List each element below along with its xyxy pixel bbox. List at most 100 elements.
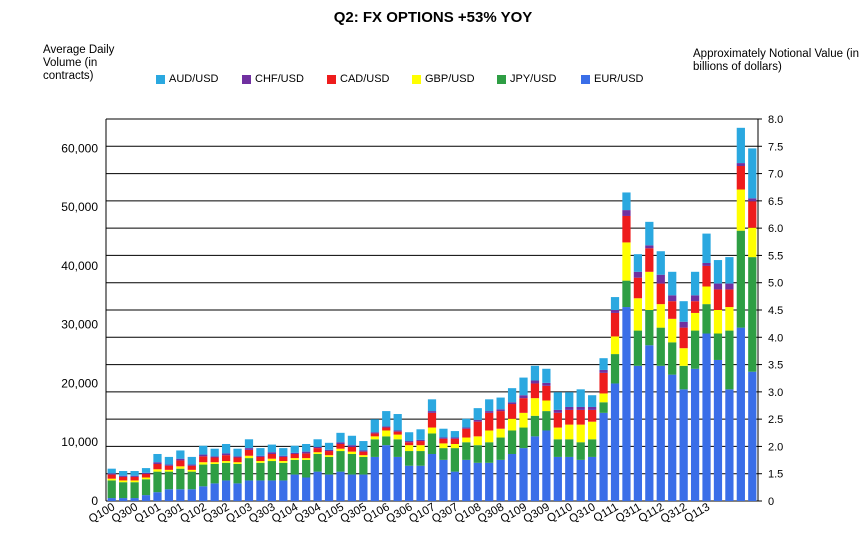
bar-segment-cad-usd bbox=[450, 438, 459, 444]
bar-segment-eur-usd bbox=[130, 498, 139, 501]
bar-segment-cad-usd bbox=[267, 453, 276, 459]
bar-segment-cad-usd bbox=[439, 438, 448, 444]
bar-segment-jpy-usd bbox=[244, 458, 254, 481]
bar-segment-chf-usd bbox=[485, 411, 494, 413]
bar-segment-eur-usd bbox=[370, 456, 379, 501]
bar-segment-eur-usd bbox=[565, 456, 574, 501]
bar-segment-cad-usd bbox=[153, 463, 162, 470]
bar-segment-jpy-usd bbox=[187, 471, 196, 490]
bar-segment-gbp-usd bbox=[290, 458, 299, 460]
bar-segment-gbp-usd bbox=[450, 443, 459, 449]
bar-segment-aud-usd bbox=[462, 418, 471, 428]
bar-segment-aud-usd bbox=[290, 445, 299, 453]
bar-segment-eur-usd bbox=[496, 459, 505, 501]
y2-tick-label: 5.5 bbox=[768, 250, 783, 262]
bar-segment-cad-usd bbox=[690, 301, 700, 313]
bar-segment-jpy-usd bbox=[176, 468, 185, 490]
bar-segment-eur-usd bbox=[279, 480, 288, 501]
bar-segment-gbp-usd bbox=[164, 469, 174, 472]
bar-segment-eur-usd bbox=[164, 489, 174, 501]
bar-segment-eur-usd bbox=[313, 471, 322, 501]
bar-segment-gbp-usd bbox=[679, 348, 688, 366]
bar-segment-aud-usd bbox=[176, 450, 185, 459]
bar-segment-cad-usd bbox=[610, 312, 620, 337]
bar-segment-cad-usd bbox=[393, 431, 402, 435]
bar-segment-chf-usd bbox=[713, 283, 723, 290]
bar-segment-cad-usd bbox=[553, 412, 562, 428]
bar-segment-eur-usd bbox=[256, 480, 265, 501]
y-tick-label: 50,000 bbox=[61, 200, 98, 214]
bar-segment-jpy-usd bbox=[347, 453, 357, 475]
bar-segment-gbp-usd bbox=[473, 436, 482, 446]
bar-segment-chf-usd bbox=[725, 283, 734, 290]
bar-segment-gbp-usd bbox=[530, 398, 540, 416]
bar-segment-aud-usd bbox=[370, 419, 379, 433]
y-tick-label: 10,000 bbox=[61, 435, 98, 449]
bar-segment-eur-usd bbox=[553, 456, 562, 501]
bar-segment-jpy-usd bbox=[576, 442, 585, 460]
bar-segment-gbp-usd bbox=[439, 443, 448, 449]
bar-segment-gbp-usd bbox=[359, 455, 368, 457]
bar-segment-cad-usd bbox=[748, 201, 757, 228]
y2-tick-label: 7.0 bbox=[768, 169, 783, 181]
bar-segment-jpy-usd bbox=[473, 445, 482, 463]
bar-segment-eur-usd bbox=[187, 489, 196, 501]
bar-segment-gbp-usd bbox=[553, 427, 562, 440]
bar-segment-jpy-usd bbox=[748, 257, 757, 372]
bar-segment-chf-usd bbox=[439, 437, 448, 439]
bar-segment-eur-usd bbox=[416, 465, 425, 501]
bar-segment-aud-usd bbox=[416, 429, 425, 440]
bar-segment-aud-usd bbox=[130, 471, 139, 476]
bar-segment-eur-usd bbox=[530, 436, 540, 501]
bar-segment-aud-usd bbox=[221, 443, 231, 454]
bar-segment-gbp-usd bbox=[713, 310, 723, 334]
bar-segment-aud-usd bbox=[702, 233, 711, 263]
bar-segment-eur-usd bbox=[645, 345, 654, 501]
bar-segment-chf-usd bbox=[473, 419, 482, 422]
bar-segment-jpy-usd bbox=[622, 280, 631, 308]
bar-segment-jpy-usd bbox=[519, 427, 528, 449]
bar-segment-eur-usd bbox=[233, 483, 242, 501]
bar-segment-eur-usd bbox=[336, 471, 345, 501]
bar-segment-eur-usd bbox=[199, 486, 208, 501]
bar-segment-gbp-usd bbox=[370, 436, 379, 440]
bar-segment-eur-usd bbox=[668, 374, 677, 501]
bar-segment-gbp-usd bbox=[153, 469, 162, 472]
bar-segment-chf-usd bbox=[702, 262, 711, 266]
bar-segment-jpy-usd bbox=[656, 327, 665, 366]
legend-label: EUR/USD bbox=[594, 73, 644, 85]
bar-segment-eur-usd bbox=[393, 456, 402, 501]
y2-tick-label: 3.0 bbox=[768, 387, 783, 399]
bar-segment-aud-usd bbox=[656, 251, 665, 275]
bar-segment-aud-usd bbox=[324, 442, 334, 450]
bar-segment-chf-usd bbox=[645, 245, 654, 249]
y2-tick-label: 5.0 bbox=[768, 278, 783, 290]
y-tick-label: 40,000 bbox=[61, 259, 98, 273]
bar-segment-chf-usd bbox=[324, 449, 334, 452]
bar-segment-aud-usd bbox=[668, 271, 677, 296]
bar-segment-cad-usd bbox=[542, 385, 551, 401]
bar-segment-aud-usd bbox=[267, 444, 276, 453]
bar-segment-aud-usd bbox=[610, 297, 620, 310]
bar-segment-chf-usd bbox=[427, 411, 437, 413]
bar-segment-eur-usd bbox=[656, 365, 665, 501]
bar-segment-cad-usd bbox=[313, 448, 322, 453]
bar-segment-jpy-usd bbox=[690, 330, 700, 369]
bar-segment-aud-usd bbox=[359, 441, 368, 451]
bar-segment-cad-usd bbox=[221, 455, 231, 462]
legend-swatch bbox=[581, 75, 590, 84]
bar-segment-cad-usd bbox=[370, 433, 379, 437]
bar-segment-cad-usd bbox=[405, 442, 414, 446]
bar-segment-cad-usd bbox=[176, 460, 185, 467]
bar-segment-eur-usd bbox=[153, 492, 162, 501]
bar-segment-chf-usd bbox=[496, 409, 505, 412]
bar-segment-chf-usd bbox=[599, 369, 608, 373]
bar-segment-chf-usd bbox=[553, 409, 562, 413]
bar-segment-jpy-usd bbox=[279, 462, 288, 481]
y2-tick-label: 2.5 bbox=[768, 414, 783, 426]
bar-segment-cad-usd bbox=[702, 265, 711, 287]
bar-segment-aud-usd bbox=[450, 431, 459, 438]
legend-swatch bbox=[497, 75, 506, 84]
bar-segment-cad-usd bbox=[588, 409, 597, 422]
